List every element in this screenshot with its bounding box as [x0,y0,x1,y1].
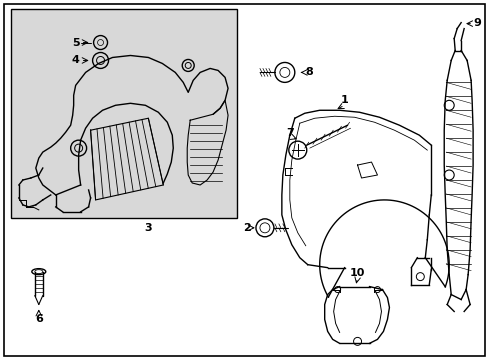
Circle shape [443,170,453,180]
Text: 10: 10 [349,267,365,278]
Text: 5: 5 [72,37,80,48]
Text: 3: 3 [144,223,152,233]
Text: 6: 6 [35,314,42,324]
Text: 9: 9 [472,18,480,28]
Text: 1: 1 [340,95,348,105]
Text: 2: 2 [243,223,250,233]
Text: 8: 8 [305,67,313,77]
Text: 7: 7 [285,128,293,138]
Ellipse shape [35,270,42,274]
Ellipse shape [32,269,46,275]
Circle shape [443,100,453,110]
Text: 4: 4 [72,55,80,66]
Bar [11,9,237,218]
